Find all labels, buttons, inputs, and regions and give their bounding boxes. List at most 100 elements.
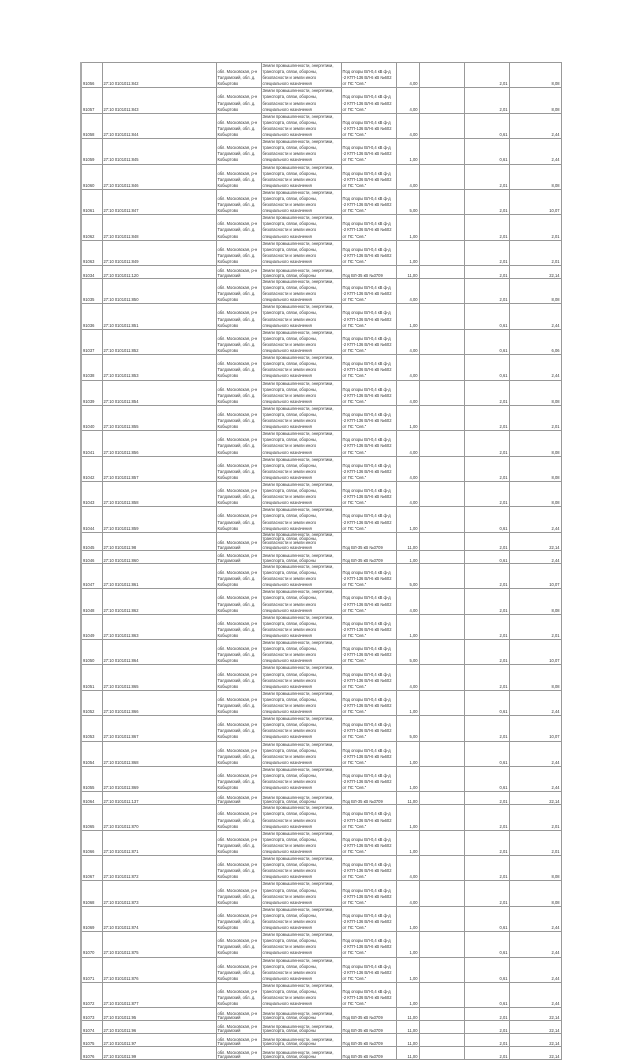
area-cell: 1,00 (395, 506, 420, 533)
cadastral-number-cell: 27:10 0101011:876 (101, 956, 217, 983)
empty-cell-cell (418, 379, 465, 406)
permitted-use-cell: Под опоры ВЛ-0,4 кВ ф-д -2 КТП-136 ВЛ-6 … (340, 639, 397, 666)
permitted-use-cell: Под опоры ВЛ-0,4 кВ ф-д -2 КТП-136 ВЛ-6 … (340, 379, 397, 406)
area-cell: 4,00 (395, 455, 420, 483)
empty-cell-cell (418, 480, 465, 508)
row-number-cell: 91034 (80, 265, 103, 279)
area-cell: 4,00 (395, 328, 420, 356)
value-1-cell: 2,01 (463, 531, 510, 551)
land-category-cell: Земли промышленности, энергетики, трансп… (260, 664, 342, 691)
cadastral-number-cell: 27:10 0101011:873 (101, 880, 217, 907)
table-row: 91052 27:10 0101011:866 обл. Московская, р… (80, 689, 562, 717)
permitted-use-cell: Под опоры ВЛ-0,4 кВ ф-д -2 КТП-136 ВЛ-6 … (340, 740, 397, 767)
value-1-cell: 0,61 (463, 506, 510, 533)
table-row: 91076 27:10 0101011:99 обл. Московская, р-… (80, 1046, 562, 1060)
value-1-cell: 2,01 (463, 588, 510, 615)
land-category-cell: Земли промышленности, энергетики, трансп… (260, 112, 342, 140)
empty-cell-cell (418, 689, 465, 717)
land-category-cell: Земли промышленности, энергетики, трансп… (260, 829, 342, 857)
land-category-cell: Земли промышленности, энергетики, трансп… (260, 715, 342, 742)
row-number-cell: 91069 (80, 905, 103, 933)
row-number-cell: 91071 (80, 956, 103, 983)
table-row: 91037 27:10 0101011:852 обл. Московская, р… (80, 328, 562, 356)
land-category-cell: Земли промышленности, энергетики, трансп… (260, 354, 342, 381)
value-1-cell: 2,01 (463, 1020, 510, 1035)
cadastral-number-cell: 27:10 0101011:867 (101, 715, 217, 742)
cadastral-number-cell: 27:10 0101011:850 (101, 277, 217, 305)
permitted-use-cell: Под опоры ВЛ-0,4 кВ ф-д -2 КТП-136 ВЛ-6 … (340, 138, 397, 165)
value-2-cell: 2,44 (508, 138, 562, 165)
land-category-cell: Земли промышленности, энергетики, трансп… (260, 163, 342, 190)
cadastral-number-cell: 27:10 0101011:866 (101, 689, 217, 717)
value-2-cell: 2,44 (508, 303, 562, 330)
value-2-cell: 22,14 (508, 1033, 562, 1048)
row-number-cell: 91044 (80, 506, 103, 533)
value-1-cell: 0,61 (463, 328, 510, 356)
cadastral-number-cell: 27:10 0101011:862 (101, 588, 217, 615)
land-category-cell: Земли промышленности, энергетики, трансп… (260, 214, 342, 241)
table-row: 91051 27:10 0101011:865 обл. Московская, р… (80, 664, 562, 691)
land-category-cell: Земли промышленности, энергетики, трансп… (260, 981, 342, 1009)
permitted-use-cell: Под опоры ВЛ-0,4 кВ ф-д -2 КТП-136 ВЛ-6 … (340, 715, 397, 742)
address-cell: обл. Московская, р-н Талдомский (215, 265, 262, 279)
value-1-cell: 2,01 (463, 214, 510, 241)
value-2-cell: 8,08 (508, 163, 562, 190)
permitted-use-cell: Под опоры ВЛ-0,4 кВ ф-д -2 КТП-136 ВЛ-6 … (340, 765, 397, 793)
cadastral-number-cell: 27:10 0101011:98 (101, 531, 217, 551)
area-cell: 1,00 (395, 804, 420, 831)
row-number-cell: 91075 (80, 1033, 103, 1048)
row-number-cell: 91042 (80, 455, 103, 483)
value-2-cell: 2,44 (508, 765, 562, 793)
empty-cell-cell (418, 1033, 465, 1048)
table-row: 91043 27:10 0101011:858 обл. Московская, р… (80, 480, 562, 508)
address-cell: обл. Московская, р-н Талдомский (215, 1033, 262, 1048)
address-cell: обл. Московская, р-н Талдомский, обл. д.… (215, 188, 262, 216)
cadastral-number-cell: 27:10 0101011:859 (101, 506, 217, 533)
table-row: 91041 27:10 0101011:856 обл. Московская, р… (80, 430, 562, 457)
value-1-cell: 2,01 (463, 455, 510, 483)
area-cell: 1,00 (395, 829, 420, 857)
permitted-use-cell: Под опоры ВЛ-0,4 кВ ф-д -2 КТП-136 ВЛ-6 … (340, 956, 397, 983)
value-2-cell: 8,08 (508, 588, 562, 615)
value-1-cell: 0,61 (463, 956, 510, 983)
cadastral-number-cell: 27:10 0101011:97 (101, 1033, 217, 1048)
land-category-cell: Земли промышленности, энергетики, трансп… (260, 549, 342, 564)
land-category-cell: Земли промышленности, энергетики, трансп… (260, 880, 342, 907)
table-row: 91054 27:10 0101011:868 обл. Московская, р… (80, 740, 562, 767)
area-cell: 1,00 (395, 905, 420, 933)
value-1-cell: 2,01 (463, 562, 510, 590)
permitted-use-cell: Под опоры ВЛ-0,4 кВ ф-д -2 КТП-136 ВЛ-6 … (340, 277, 397, 305)
permitted-use-cell: Под опоры ВЛ-0,4 кВ ф-д -2 КТП-136 ВЛ-6 … (340, 239, 397, 267)
cadastral-number-cell: 27:10 0101011:846 (101, 163, 217, 190)
address-cell: обл. Московская, р-н Талдомский (215, 1020, 262, 1035)
address-cell: обл. Московская, р-н Талдомский, обл. д.… (215, 981, 262, 1009)
area-cell: 1,00 (395, 931, 420, 958)
empty-cell-cell (418, 562, 465, 590)
cadastral-number-cell: 27:10 0101011:857 (101, 455, 217, 483)
row-number-cell: 91050 (80, 639, 103, 666)
permitted-use-cell: Под опоры ВЛ-0,4 кВ ф-д -2 КТП-136 ВЛ-6 … (340, 905, 397, 933)
value-2-cell: 2,44 (508, 689, 562, 717)
cadastral-number-cell: 27:10 0101011:854 (101, 379, 217, 406)
address-cell: обл. Московская, р-н Талдомский (215, 791, 262, 806)
area-cell: 1,00 (395, 239, 420, 267)
address-cell: обл. Московская, р-н Талдомский (215, 1007, 262, 1022)
land-category-cell: Земли промышленности, энергетики, трансп… (260, 956, 342, 983)
empty-cell-cell (418, 715, 465, 742)
table-row: 91065 27:10 0101011:870 обл. Московская, р… (80, 804, 562, 831)
row-number-cell: 91073 (80, 1007, 103, 1022)
area-cell: 4,00 (395, 61, 420, 89)
row-number-cell: 91074 (80, 1020, 103, 1035)
cadastral-number-cell: 27:10 0101011:858 (101, 480, 217, 508)
empty-cell-cell (418, 112, 465, 140)
value-2-cell: 22,14 (508, 1046, 562, 1060)
cadastral-number-cell: 27:10 0101011:869 (101, 765, 217, 793)
area-cell: 1,00 (395, 689, 420, 717)
land-category-cell: Земли промышленности, энергетики, трансп… (260, 188, 342, 216)
table-row: 91072 27:10 0101011:877 обл. Московская, р… (80, 981, 562, 1009)
permitted-use-cell: Под опоры ВЛ-0,4 кВ ф-д -2 КТП-136 ВЛ-6 … (340, 112, 397, 140)
area-cell: 4,00 (395, 112, 420, 140)
area-cell: 4,00 (395, 163, 420, 190)
empty-cell-cell (418, 1020, 465, 1035)
area-cell: 4,00 (395, 588, 420, 615)
